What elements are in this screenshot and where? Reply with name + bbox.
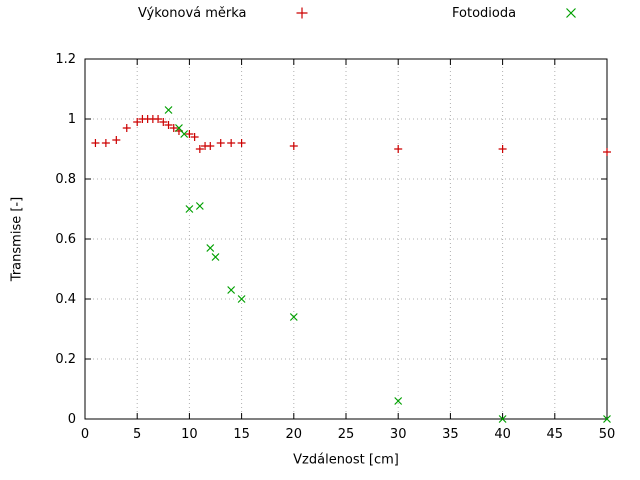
data-point-plus xyxy=(237,139,246,147)
y-tick-label: 0.2 xyxy=(55,352,76,367)
data-point-cross xyxy=(394,397,403,405)
x-tick-label: 20 xyxy=(286,427,303,442)
data-point-cross xyxy=(227,286,236,294)
x-tick-label: 0 xyxy=(81,427,89,442)
plus-marker-path xyxy=(296,7,308,19)
data-point-plus xyxy=(112,136,121,144)
x-axis-label: Vzdálenost [cm] xyxy=(293,452,399,468)
data-point-plus xyxy=(195,145,204,153)
data-point-plus xyxy=(159,118,168,126)
x-tick-label: 5 xyxy=(133,427,141,442)
data-point-cross xyxy=(185,205,194,213)
x-tick-label: 45 xyxy=(547,427,564,442)
data-point-plus xyxy=(227,139,236,147)
data-point-plus xyxy=(101,139,110,147)
y-tick-label: 1.2 xyxy=(55,52,76,67)
cross-marker-path xyxy=(566,8,576,18)
data-point-plus xyxy=(289,142,298,150)
data-point-cross xyxy=(498,415,507,423)
data-point-cross xyxy=(206,244,215,252)
cross-marker-icon xyxy=(566,8,576,18)
x-tick-label: 30 xyxy=(390,427,407,442)
data-point-cross xyxy=(211,253,220,261)
data-point-plus xyxy=(122,124,131,132)
x-tick-label: 25 xyxy=(338,427,355,442)
data-point-plus xyxy=(91,139,100,147)
data-point-cross xyxy=(237,295,246,303)
legend-label-vykonova-merka: Výkonová měrka xyxy=(138,5,247,21)
data-point-plus xyxy=(185,130,194,138)
legend-entry-fotodioda: Fotodioda xyxy=(452,4,578,22)
data-point-plus xyxy=(169,124,178,132)
data-point-cross xyxy=(289,313,298,321)
x-tick-label: 35 xyxy=(442,427,459,442)
data-point-plus xyxy=(498,145,507,153)
x-tick-label: 15 xyxy=(233,427,250,442)
x-tick-label: 50 xyxy=(599,427,616,442)
data-point-cross xyxy=(180,130,189,138)
data-point-plus xyxy=(190,133,199,141)
data-point-plus xyxy=(154,115,163,123)
data-point-plus xyxy=(164,121,173,129)
data-point-cross xyxy=(603,415,611,423)
data-point-plus xyxy=(394,145,403,153)
y-tick-label: 0 xyxy=(68,412,76,427)
data-point-plus xyxy=(206,142,215,150)
legend-label-fotodioda: Fotodioda xyxy=(452,5,517,21)
y-tick-label: 0.4 xyxy=(55,292,76,307)
plus-marker-icon xyxy=(296,7,308,19)
data-point-cross xyxy=(164,106,173,114)
y-tick-label: 0.8 xyxy=(55,172,76,187)
y-tick-label: 0.6 xyxy=(55,232,76,247)
data-point-plus xyxy=(133,118,142,126)
data-point-cross xyxy=(195,202,204,210)
legend-entry-vykonova-merka: Výkonová měrka xyxy=(138,4,309,22)
data-point-plus xyxy=(216,139,225,147)
data-point-plus xyxy=(603,148,611,156)
y-tick-label: 1 xyxy=(68,112,76,127)
x-tick-label: 40 xyxy=(494,427,511,442)
x-tick-label: 10 xyxy=(181,427,198,442)
